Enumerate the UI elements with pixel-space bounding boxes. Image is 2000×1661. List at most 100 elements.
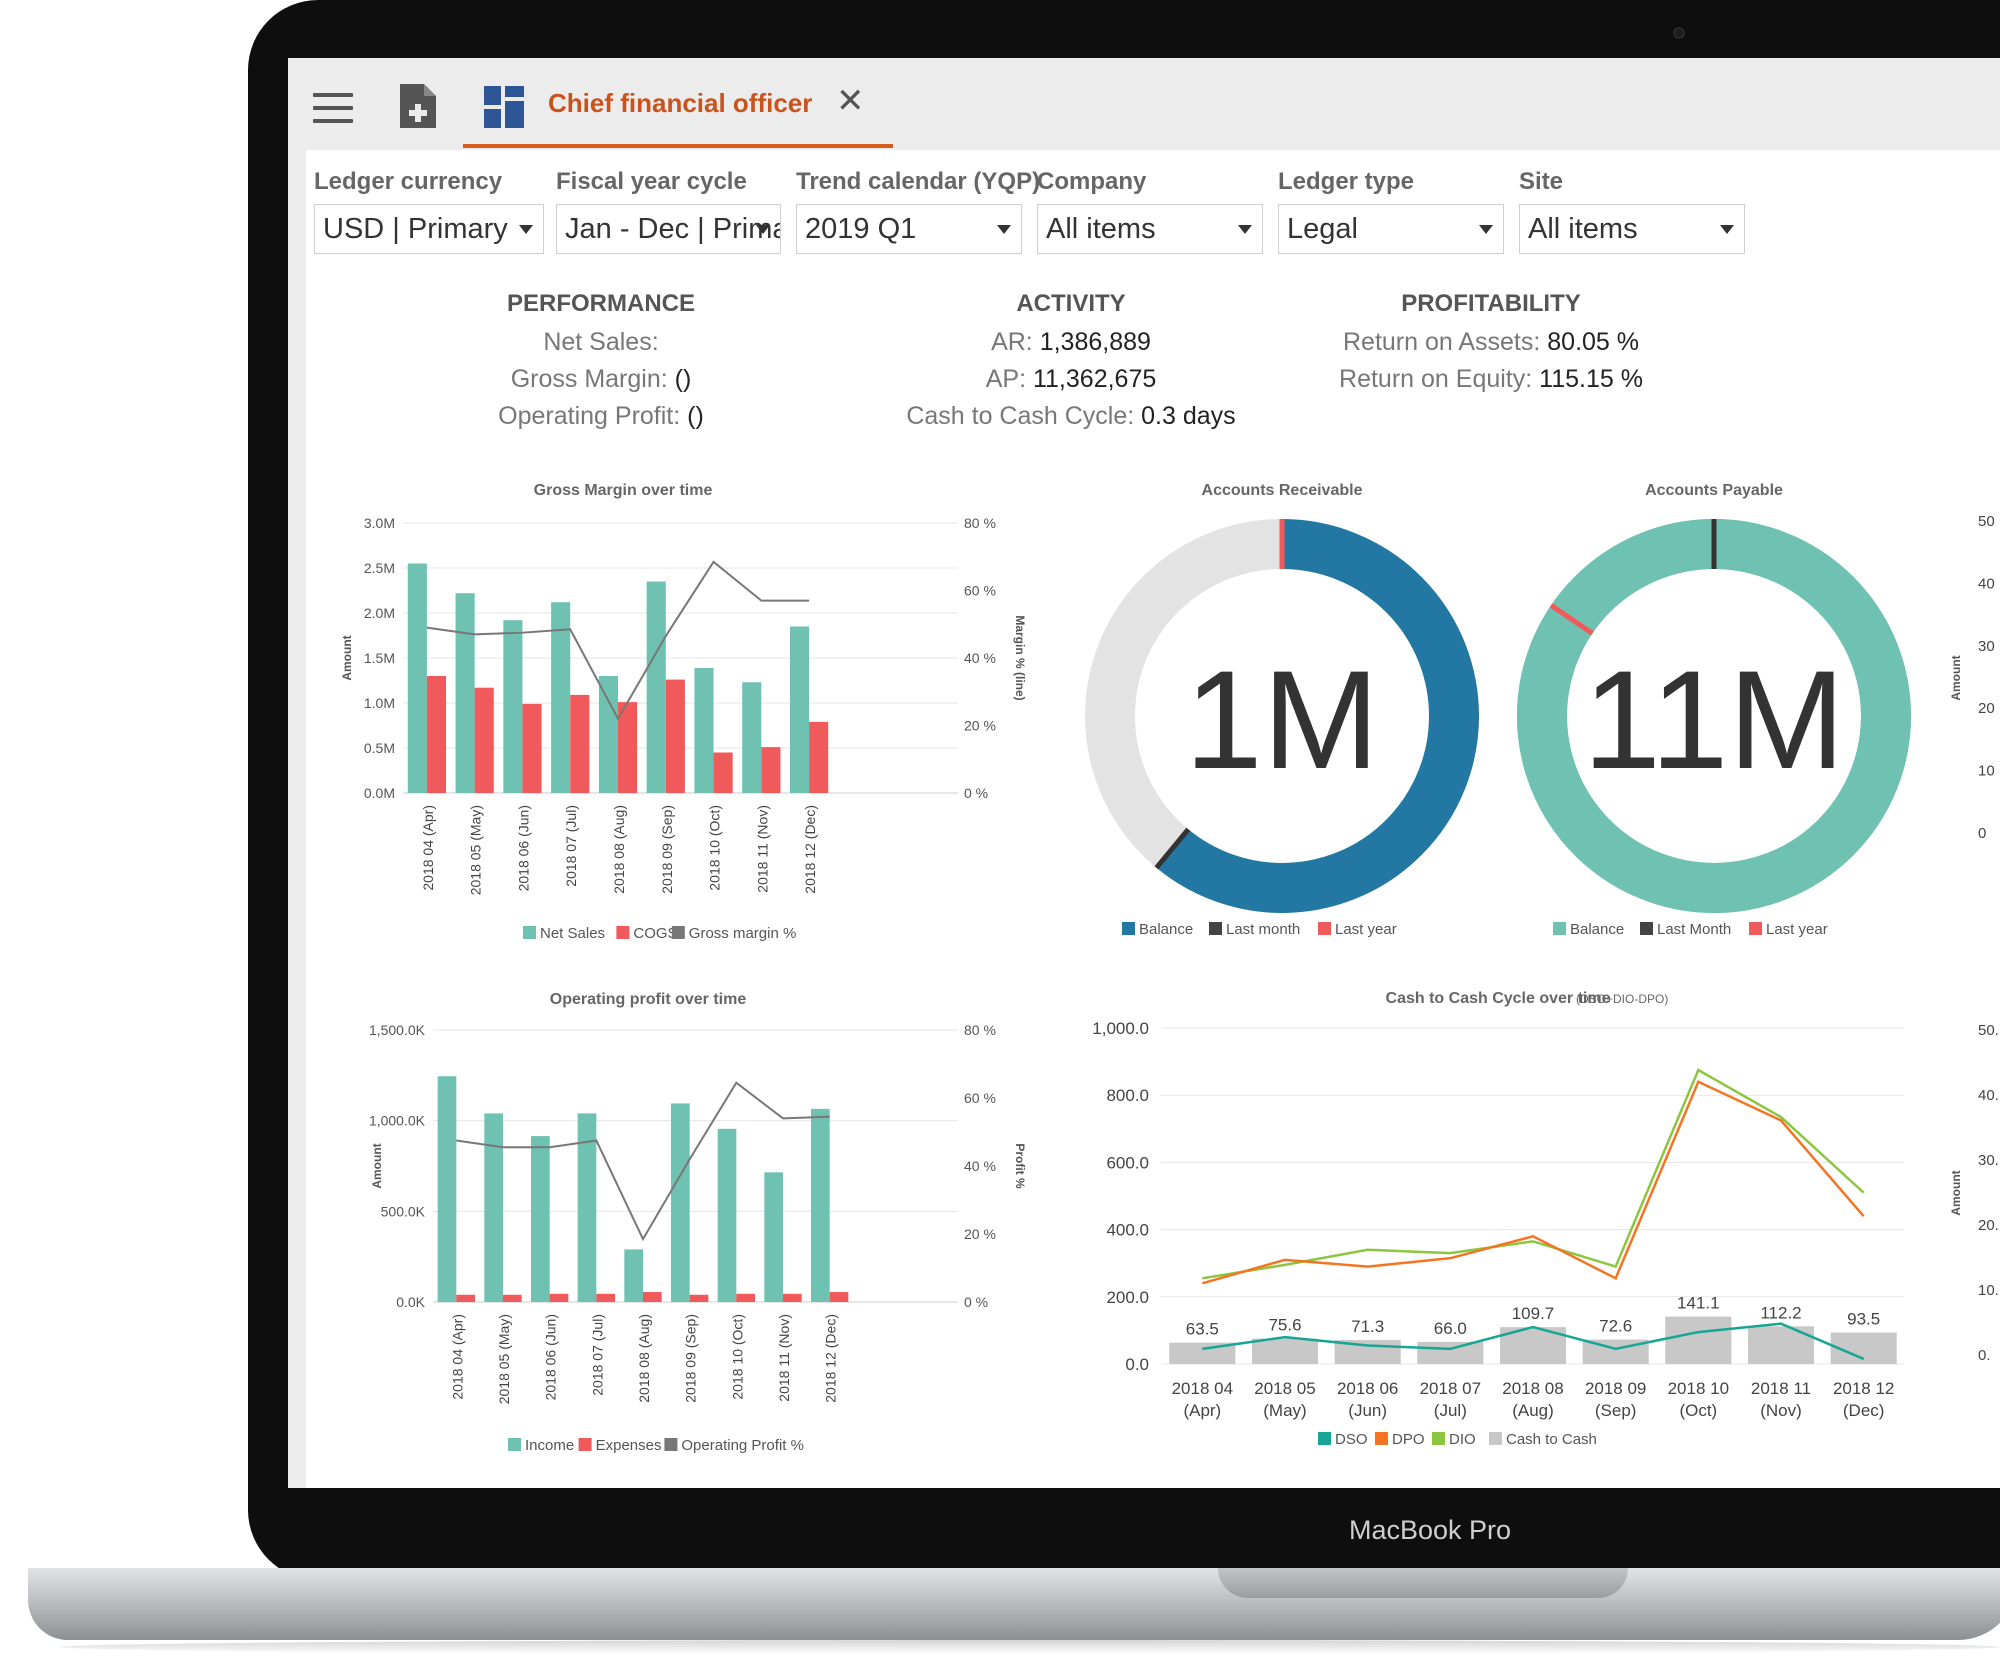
trend-calendar-dropdown[interactable]: 2019 Q1	[796, 204, 1022, 254]
net-sales-bar	[407, 563, 427, 793]
cash-to-cash-data-label: 93.5	[1847, 1310, 1880, 1329]
net-sales-bar	[790, 626, 810, 793]
kpi-heading: ACTIVITY	[1016, 290, 1126, 317]
y2-tick-label: 0 %	[964, 785, 988, 801]
x-tick-label: 2018 10	[1668, 1379, 1729, 1398]
selected-value: USD | Primary	[323, 213, 508, 245]
donut-last-month-marker	[1154, 827, 1191, 870]
net-sales-bar	[742, 682, 762, 793]
kpi-profitability: PROFITABILITY Return on Assets: 80.05 % …	[1326, 290, 1656, 398]
cash-to-cash-bar	[1665, 1316, 1732, 1364]
x-tick-label: 2018 11	[1751, 1379, 1811, 1398]
legend-label: DIO	[1449, 1431, 1476, 1448]
cash-to-cash-bar	[1747, 1326, 1815, 1364]
kpi-cash-to-cash: Cash to Cash Cycle: 0.3 days	[906, 402, 1236, 430]
dropdown-caret-icon	[1720, 225, 1734, 234]
device-brand-label: MacBook Pro	[1348, 1515, 1512, 1545]
filter-label: Ledger currency	[314, 168, 503, 195]
site-dropdown[interactable]: All items	[1519, 204, 1745, 254]
x-tick-label: 2018 04 (Apr)	[420, 805, 436, 891]
filter-label: Company	[1037, 168, 1147, 195]
partial-y-tick-label: 10	[1978, 763, 1995, 780]
ledger-currency-dropdown[interactable]: USD | Primary	[314, 204, 544, 254]
legend-swatch	[1489, 1432, 1502, 1445]
donut-center-value: 11M	[1583, 641, 1845, 798]
chart-title: Accounts Payable	[1645, 482, 1783, 499]
legend-swatch	[578, 1438, 592, 1451]
company-dropdown[interactable]: All items	[1037, 204, 1263, 254]
x-tick-label: 2018 10 (Oct)	[707, 805, 723, 891]
x-tick-label: (Jul)	[1434, 1401, 1467, 1420]
legend-label: Last year	[1766, 921, 1828, 938]
hamburger-menu-icon[interactable]	[313, 93, 353, 123]
x-tick-label: (Jun)	[1348, 1401, 1387, 1420]
y2-axis-label: Profit %	[1013, 1143, 1027, 1189]
legend-label: DSO	[1335, 1431, 1368, 1448]
tab-chief-financial-officer[interactable]	[463, 58, 893, 148]
net-sales-bar	[646, 581, 666, 793]
chart-title: Accounts Receivable	[1202, 482, 1363, 499]
x-tick-label: (Aug)	[1512, 1401, 1554, 1420]
filter-label: Fiscal year cycle	[556, 168, 747, 195]
y-axis-label: Amount	[340, 635, 354, 680]
net-sales-bar	[551, 602, 571, 793]
expenses-bar	[829, 1292, 849, 1302]
y-tick-label: 600.0	[1106, 1153, 1149, 1172]
x-tick-label: (Dec)	[1843, 1401, 1885, 1420]
close-icon[interactable]: ✕	[836, 82, 865, 120]
x-tick-label: 2018 07	[1420, 1379, 1481, 1398]
legend-swatch	[508, 1438, 521, 1451]
filter-fiscal-year-cycle: Fiscal year cycle Jan - Dec | Primary	[556, 168, 781, 254]
legend-swatch	[1375, 1432, 1388, 1445]
fiscal-year-cycle-dropdown[interactable]: Jan - Dec | Primary	[556, 204, 781, 254]
x-tick-label: 2018 07 (Jul)	[563, 805, 579, 887]
y-tick-label: 1,000.0	[1092, 1019, 1149, 1038]
legend-label: COGS	[633, 925, 677, 942]
y-axis-label: Amount	[370, 1143, 384, 1188]
x-tick-label: 2018 11 (Nov)	[776, 1314, 792, 1402]
x-tick-label: 2018 05 (May)	[496, 1314, 512, 1404]
expenses-bar	[643, 1292, 662, 1302]
partial-y-tick-label: 20	[1978, 700, 1995, 717]
legend-swatch	[1553, 922, 1566, 935]
partial-y-tick-label: 50.	[1978, 1022, 1999, 1039]
ledger-type-dropdown[interactable]: Legal	[1278, 204, 1504, 254]
y2-tick-label: 60 %	[964, 1090, 996, 1106]
cogs-bar	[426, 676, 446, 793]
dropdown-caret-icon	[997, 225, 1011, 234]
cogs-bar	[761, 747, 781, 793]
dso-line	[1202, 1322, 1865, 1361]
legend-label: Net Sales	[540, 925, 605, 942]
cash-to-cash-data-label: 71.3	[1351, 1317, 1384, 1336]
legend-swatch	[664, 1438, 678, 1451]
y2-tick-label: 40 %	[964, 650, 996, 666]
workspace-grid-icon	[484, 86, 524, 128]
y-tick-label: 0.5M	[364, 740, 395, 756]
add-document-icon[interactable]	[398, 82, 438, 130]
net-sales-bar	[503, 620, 523, 793]
expenses-bar	[549, 1293, 569, 1302]
y-tick-label: 3.0M	[364, 515, 395, 531]
x-tick-label: 2018 05 (May)	[468, 805, 484, 895]
legend-label: Cash to Cash	[1506, 1431, 1597, 1448]
expenses-bar	[596, 1293, 615, 1302]
y-tick-label: 400.0	[1106, 1221, 1149, 1240]
cash-to-cash-bar	[1251, 1338, 1319, 1364]
top-bar: Chief financial officer ✕	[288, 58, 2000, 148]
x-tick-label: 2018 06	[1337, 1379, 1398, 1398]
income-bar	[577, 1113, 597, 1302]
filter-ledger-type: Ledger type Legal	[1278, 168, 1504, 254]
income-bar	[531, 1136, 550, 1302]
cogs-bar	[522, 703, 542, 793]
y-tick-label: 2.5M	[364, 560, 395, 576]
selected-value: Legal	[1287, 213, 1358, 245]
net-sales-bar	[694, 667, 714, 793]
filter-label: Trend calendar (YQP)	[796, 168, 1041, 195]
legend-swatch	[671, 926, 685, 939]
legend-swatch	[1749, 922, 1762, 935]
x-tick-label: 2018 08 (Aug)	[636, 1314, 652, 1403]
x-tick-label: (May)	[1263, 1401, 1306, 1420]
legend-swatch	[616, 926, 630, 939]
filter-ledger-currency: Ledger currency USD | Primary	[314, 168, 544, 254]
legend-swatch	[1318, 1432, 1331, 1445]
